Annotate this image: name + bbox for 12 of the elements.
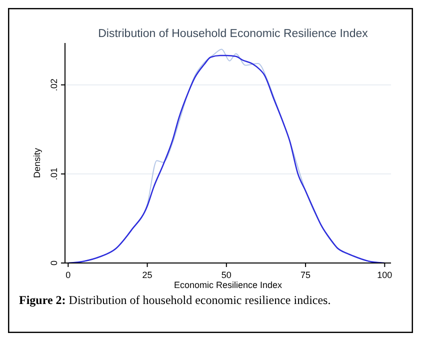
x-tick-label: 0 [66, 270, 71, 280]
x-axis-title: Economic Resilience Index [174, 280, 283, 290]
chart-title: Distribution of Household Economic Resilience Index [98, 28, 368, 40]
y-axis-title: Density [32, 148, 42, 178]
y-tick-label: .01 [49, 168, 59, 180]
x-tick-label: 50 [221, 270, 232, 280]
caption: Figure 2: Distribution of household economic resilience indices. [19, 293, 331, 307]
y-tick-label: 0 [49, 260, 59, 266]
x-tick-label: 75 [300, 270, 311, 280]
x-tick-label: 100 [377, 270, 392, 280]
x-tick-label: 25 [142, 270, 152, 280]
y-tick-label: .02 [49, 78, 59, 92]
